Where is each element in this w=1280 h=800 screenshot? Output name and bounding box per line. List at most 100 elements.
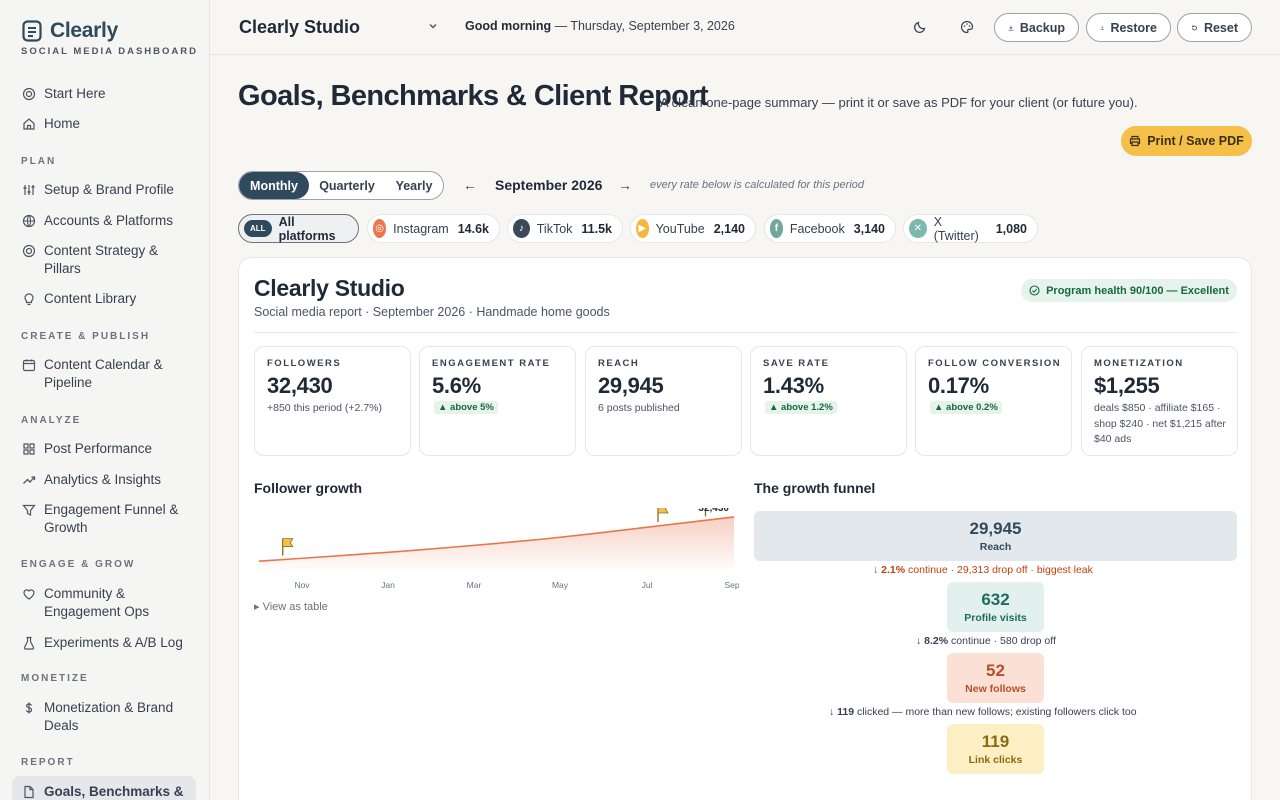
platform-name: X (Twitter) (933, 214, 979, 243)
platform-chip-all[interactable]: ALL All platforms (238, 214, 359, 243)
kpi-value: 32,430 (267, 373, 333, 398)
flask-icon (23, 636, 35, 650)
platform-chip-x-twitter[interactable]: ✕ X (Twitter) 1,080 (903, 214, 1038, 243)
sidebar-item-content-calendar-pipeline[interactable]: Content Calendar & Pipeline (22, 356, 197, 392)
follower-growth-chart: 32,430 Nov Jan Mar May Jul Sep (258, 508, 739, 590)
instagram-icon: ◎ (373, 219, 387, 238)
chevron-down-icon[interactable] (428, 21, 438, 31)
prev-period-button[interactable]: ← (463, 177, 477, 193)
growth-end-value-label: 32,430 (698, 508, 729, 514)
report-subtitle: Social media report · September 2026 · H… (254, 305, 610, 319)
sidebar-section-engage-grow: ENGAGE & GROW (21, 559, 136, 570)
brand[interactable]: Clearly (22, 19, 118, 43)
restore-button[interactable]: Restore (1086, 13, 1171, 42)
sliders-icon (23, 185, 35, 195)
tab-quarterly[interactable]: Quarterly (319, 178, 375, 193)
tiktok-icon: ♪ (513, 219, 530, 238)
sidebar-item-label: Content Strategy & Pillars (44, 243, 159, 276)
youtube-icon: ▶ (636, 219, 649, 238)
download-icon (1008, 25, 1014, 31)
kpi-follow-conversion: FOLLOW CONVERSION 0.17% ▲ above 0.2% (915, 346, 1072, 456)
platform-count: 14.6k (457, 221, 489, 236)
funnel-stage-link-clicks: 119 Link clicks (947, 724, 1044, 774)
milestone-flag-icon[interactable] (657, 508, 669, 522)
next-period-button[interactable]: → (618, 177, 632, 193)
sidebar-item-label: Engagement Funnel & Growth (44, 502, 179, 535)
platform-count: 3,140 (853, 221, 885, 236)
arrow-down-icon: ↓ (829, 706, 835, 718)
kpi-reach: REACH 29,945 6 posts published (585, 346, 742, 456)
funnel-icon (22, 504, 36, 516)
sidebar-item-post-performance[interactable]: Post Performance (22, 440, 197, 458)
platform-chip-tiktok[interactable]: ♪ TikTok 11.5k (507, 214, 623, 243)
x-tick-label: Jul (642, 580, 653, 590)
funnel-step-note: ↓ 8.2% continue · 580 drop off (916, 635, 1056, 647)
palette-icon[interactable] (957, 17, 977, 37)
kpi-value: $1,255 (1094, 373, 1160, 398)
sidebar-item-label: Home (44, 116, 81, 131)
step-text: continue · 29,313 drop off · biggest lea… (908, 564, 1093, 576)
x-tick-label: May (552, 580, 569, 590)
brand-name: Clearly (50, 19, 118, 42)
sidebar-item-content-library[interactable]: Content Library (22, 290, 197, 308)
arrow-down-icon: ↓ (916, 635, 922, 647)
funnel-value: 29,945 (969, 519, 1022, 538)
step-text: clicked — more than new follows; existin… (857, 706, 1137, 718)
sidebar-item-accounts-platforms[interactable]: Accounts & Platforms (22, 212, 197, 230)
kpi-note: +850 this period (+2.7%) (267, 402, 382, 414)
home-icon (23, 118, 35, 130)
sidebar-item-engagement-funnel-growth[interactable]: Engagement Funnel & Growth (22, 501, 197, 537)
platform-name: YouTube (655, 221, 705, 236)
step-rate: 119 (837, 706, 855, 718)
milestone-flag-icon[interactable] (282, 538, 294, 556)
reset-icon (1192, 25, 1197, 30)
program-health-badge: Program health 90/100 — Excellent (1021, 279, 1237, 302)
moon-icon[interactable] (910, 17, 930, 37)
sidebar-section-analyze: ANALYZE (21, 415, 82, 426)
reset-label: Reset (1203, 20, 1238, 35)
milestone-flag-icon[interactable] (704, 508, 716, 517)
funnel-step-note: ↓ 2.1% continue · 29,313 drop off · bigg… (873, 564, 1093, 576)
sidebar-item-label: Monetization & Brand Deals (44, 700, 174, 733)
reset-button[interactable]: Reset (1177, 13, 1252, 42)
sidebar-item-setup-brand-profile[interactable]: Setup & Brand Profile (22, 181, 197, 199)
workspace-name[interactable]: Clearly Studio (239, 17, 361, 37)
kpi-label: FOLLOWERS (267, 358, 342, 369)
tab-monthly[interactable]: Monthly (239, 172, 309, 199)
brand-subtitle: SOCIAL MEDIA DASHBOARD (21, 46, 199, 57)
sidebar-item-label: Start Here (44, 86, 106, 101)
kpi-benchmark-badge: ▲ above 0.2% (930, 401, 1002, 414)
platform-chip-instagram[interactable]: ◎ Instagram 14.6k (367, 214, 500, 243)
sidebar-item-community-engagement-ops[interactable]: Community & Engagement Ops (22, 585, 197, 621)
funnel-label: Link clicks (968, 754, 1023, 766)
sidebar-item-monetization-brand-deals[interactable]: Monetization & Brand Deals (22, 699, 197, 735)
kpi-benchmark-badge: ▲ above 1.2% (765, 401, 837, 414)
sidebar-item-experiments-a-b-log[interactable]: Experiments & A/B Log (22, 634, 197, 652)
print-save-pdf-button[interactable]: Print / Save PDF (1121, 126, 1252, 156)
kpi-note: deals $850 · affiliate $165 · shop $240 … (1094, 402, 1226, 445)
tab-yearly[interactable]: Yearly (395, 178, 433, 193)
sidebar-item-label: Experiments & A/B Log (44, 635, 183, 650)
sidebar-item-content-strategy-pillars[interactable]: Content Strategy & Pillars (22, 242, 197, 278)
platform-name: TikTok (536, 221, 573, 236)
greeting-date: — Thursday, September 3, 2026 (551, 19, 735, 33)
sidebar-item-goals-benchmarks[interactable]: Goals, Benchmarks & (22, 783, 197, 800)
sidebar-item-analytics-insights[interactable]: Analytics & Insights (22, 471, 197, 489)
report-card: Clearly Studio Social media report · Sep… (238, 257, 1252, 800)
funnel-stage-profile-visits: 632 Profile visits (947, 582, 1044, 632)
kpi-benchmark-badge: ▲ above 5% (434, 401, 498, 414)
view-as-table-link[interactable]: ▸ View as table (254, 601, 328, 613)
x-tick-label: Sep (724, 580, 739, 590)
platform-chip-facebook[interactable]: f Facebook 3,140 (764, 214, 896, 243)
greeting: Good morning — Thursday, September 3, 20… (465, 19, 735, 33)
funnel-value: 632 (981, 590, 1010, 609)
kpi-label: SAVE RATE (763, 358, 830, 369)
backup-button[interactable]: Backup (994, 13, 1079, 42)
sidebar-item-start-here[interactable]: Start Here (22, 85, 197, 103)
kpi-label: FOLLOW CONVERSION (928, 358, 1062, 369)
upload-icon (1100, 25, 1104, 30)
platform-chip-youtube[interactable]: ▶ YouTube 2,140 (630, 214, 756, 243)
sidebar-item-label: Content Library (44, 291, 137, 306)
logo-icon (22, 20, 42, 42)
sidebar-item-home[interactable]: Home (22, 115, 197, 133)
